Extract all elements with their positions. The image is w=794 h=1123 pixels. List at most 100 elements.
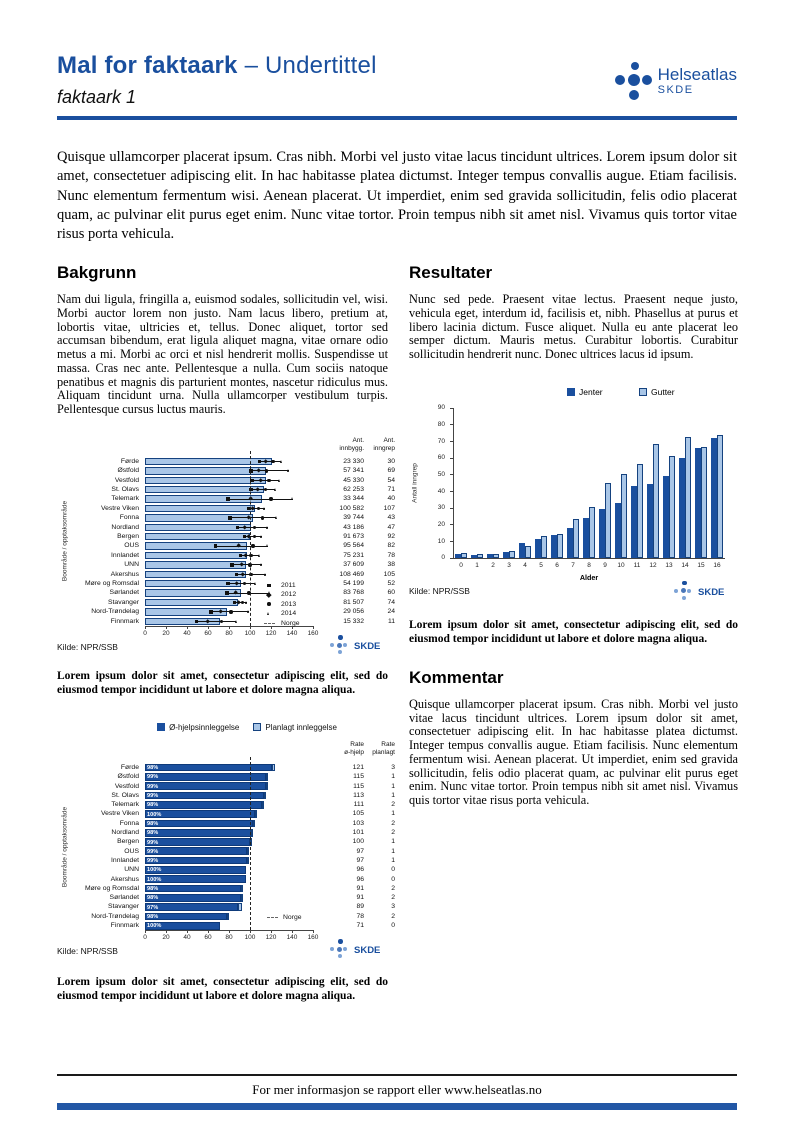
value-rate-planlagt: 1 <box>391 838 395 846</box>
header-rule <box>57 116 737 120</box>
skde-logo: SKDE <box>327 634 383 660</box>
value-innbygg: 37 609 <box>343 561 364 569</box>
year-marker-triangle <box>279 459 282 463</box>
rate-bar <box>145 486 264 494</box>
bar-row-label: Nord-Trøndelag <box>91 912 139 920</box>
axis-tick-label: 140 <box>286 934 298 942</box>
resultater-text: Nunc sed pede. Praesent vitae lectus. Pr… <box>409 292 738 362</box>
axis-tick <box>292 626 293 630</box>
bar-gutter <box>557 533 564 558</box>
value-rate-planlagt: 1 <box>391 847 395 855</box>
value-innbygg: 15 332 <box>343 617 364 625</box>
legend-label: Planlagt innleggelse <box>265 722 337 732</box>
y-tick <box>450 424 453 426</box>
year-marker-circle <box>252 525 256 530</box>
figure-caption-1: Lorem ipsum dolor sit amet, consectetur … <box>57 669 388 696</box>
value-innbygg: 95 564 <box>343 542 364 550</box>
skde-label: SKDE <box>698 586 725 598</box>
bar-pct-label: 99% <box>147 783 159 790</box>
year-marker-circle <box>243 582 247 586</box>
bar-pct-label: 99% <box>147 848 159 855</box>
value-rate-ohjelp: 103 <box>352 819 364 827</box>
value-rate-planlagt: 1 <box>391 810 395 818</box>
chart-rate-by-area: Boområde / opptaksområde Ant. innbygg. Ant.… <box>57 437 395 655</box>
value-rate-ohjelp: 111 <box>353 801 364 809</box>
value-rate-ohjelp: 113 <box>353 791 364 799</box>
bar-jenter <box>502 551 509 558</box>
bar-row-label: Akershus <box>110 570 139 578</box>
y-tick-label: 0 <box>441 554 445 562</box>
y-tick-label: 30 <box>437 504 445 512</box>
year-marker-triangle <box>263 506 265 510</box>
whisker-line <box>230 517 277 519</box>
bar-gutter <box>621 473 628 558</box>
legend-label: 2013 <box>281 600 297 608</box>
bar-ohjelp <box>145 866 246 874</box>
axis-tick-label: 0 <box>143 630 147 638</box>
page-title-main: Mal for faktaark <box>57 52 238 79</box>
value-rate-ohjelp: 78 <box>356 912 364 920</box>
column-header: Rate planlagt <box>372 740 395 757</box>
x-tick-label: 16 <box>713 561 721 569</box>
axis-tick-label: 120 <box>265 934 277 942</box>
year-marker-triangle <box>264 572 267 576</box>
y-axis-title: Antall inngrep <box>411 462 419 503</box>
section-heading-resultater: Resultater <box>409 263 493 282</box>
axis-tick <box>166 626 167 630</box>
axis-tick <box>187 930 188 934</box>
value-rate-ohjelp: 96 <box>356 866 364 874</box>
skde-dot-icon <box>336 642 342 648</box>
value-rate-ohjelp: 91 <box>356 884 364 892</box>
value-inngrep: 78 <box>387 551 395 559</box>
x-tick-label: 14 <box>681 561 689 569</box>
bar-row-label: Sørlandet <box>109 589 139 597</box>
legend-dash-icon <box>264 622 275 624</box>
bar-row-label: Telemark <box>111 495 139 503</box>
rate-bar <box>145 504 256 513</box>
bar-ohjelp <box>145 856 247 865</box>
x-tick-label: 12 <box>649 561 657 569</box>
bar-gutter <box>477 553 484 558</box>
axis-tick-label: 60 <box>204 934 212 942</box>
x-tick-label: 2 <box>491 561 495 569</box>
bar-pct-label: 98% <box>147 802 159 809</box>
rate-bar <box>145 467 266 475</box>
year-marker-triangle <box>266 544 269 548</box>
x-axis-line <box>453 557 725 559</box>
header: Mal for faktaark – Undertittel faktaark 1… <box>57 52 737 122</box>
axis-tick-label: 80 <box>225 630 233 638</box>
year-marker-square <box>209 610 213 614</box>
value-inngrep: 107 <box>383 504 395 512</box>
legend-label: 2012 <box>281 591 297 599</box>
bar-jenter <box>662 476 669 558</box>
skde-dot-icon <box>338 635 343 640</box>
value-rate-planlagt: 1 <box>391 782 395 790</box>
page-title: Mal for faktaark – Undertittel <box>57 52 737 80</box>
bar-gutter <box>541 536 548 558</box>
x-tick-label: 15 <box>697 561 705 569</box>
bar-pct-label: 99% <box>147 774 159 781</box>
axis-tick <box>250 930 251 934</box>
rate-bar <box>145 551 247 560</box>
bar-planlagt <box>265 773 268 781</box>
y-axis-line <box>453 407 454 558</box>
value-rate-planlagt: 2 <box>391 912 395 920</box>
bar-gutter <box>573 519 580 558</box>
y-tick-label: 60 <box>437 454 445 462</box>
value-inngrep: 69 <box>387 467 395 475</box>
rate-bar <box>145 570 246 579</box>
bar-jenter <box>630 486 637 558</box>
bar-planlagt <box>240 893 243 902</box>
axis-tick <box>313 626 314 630</box>
bar-ohjelp <box>145 791 264 800</box>
bar-jenter <box>486 553 493 558</box>
legend-swatch <box>157 723 166 732</box>
skde-dot-icon <box>330 643 334 648</box>
year-marker-triangle <box>266 525 269 529</box>
value-innbygg: 75 231 <box>343 551 364 559</box>
value-innbygg: 39 744 <box>343 514 364 522</box>
y-tick <box>450 457 453 459</box>
value-inngrep: 52 <box>387 580 395 588</box>
axis-tick <box>292 930 293 934</box>
bar-planlagt <box>246 856 249 865</box>
